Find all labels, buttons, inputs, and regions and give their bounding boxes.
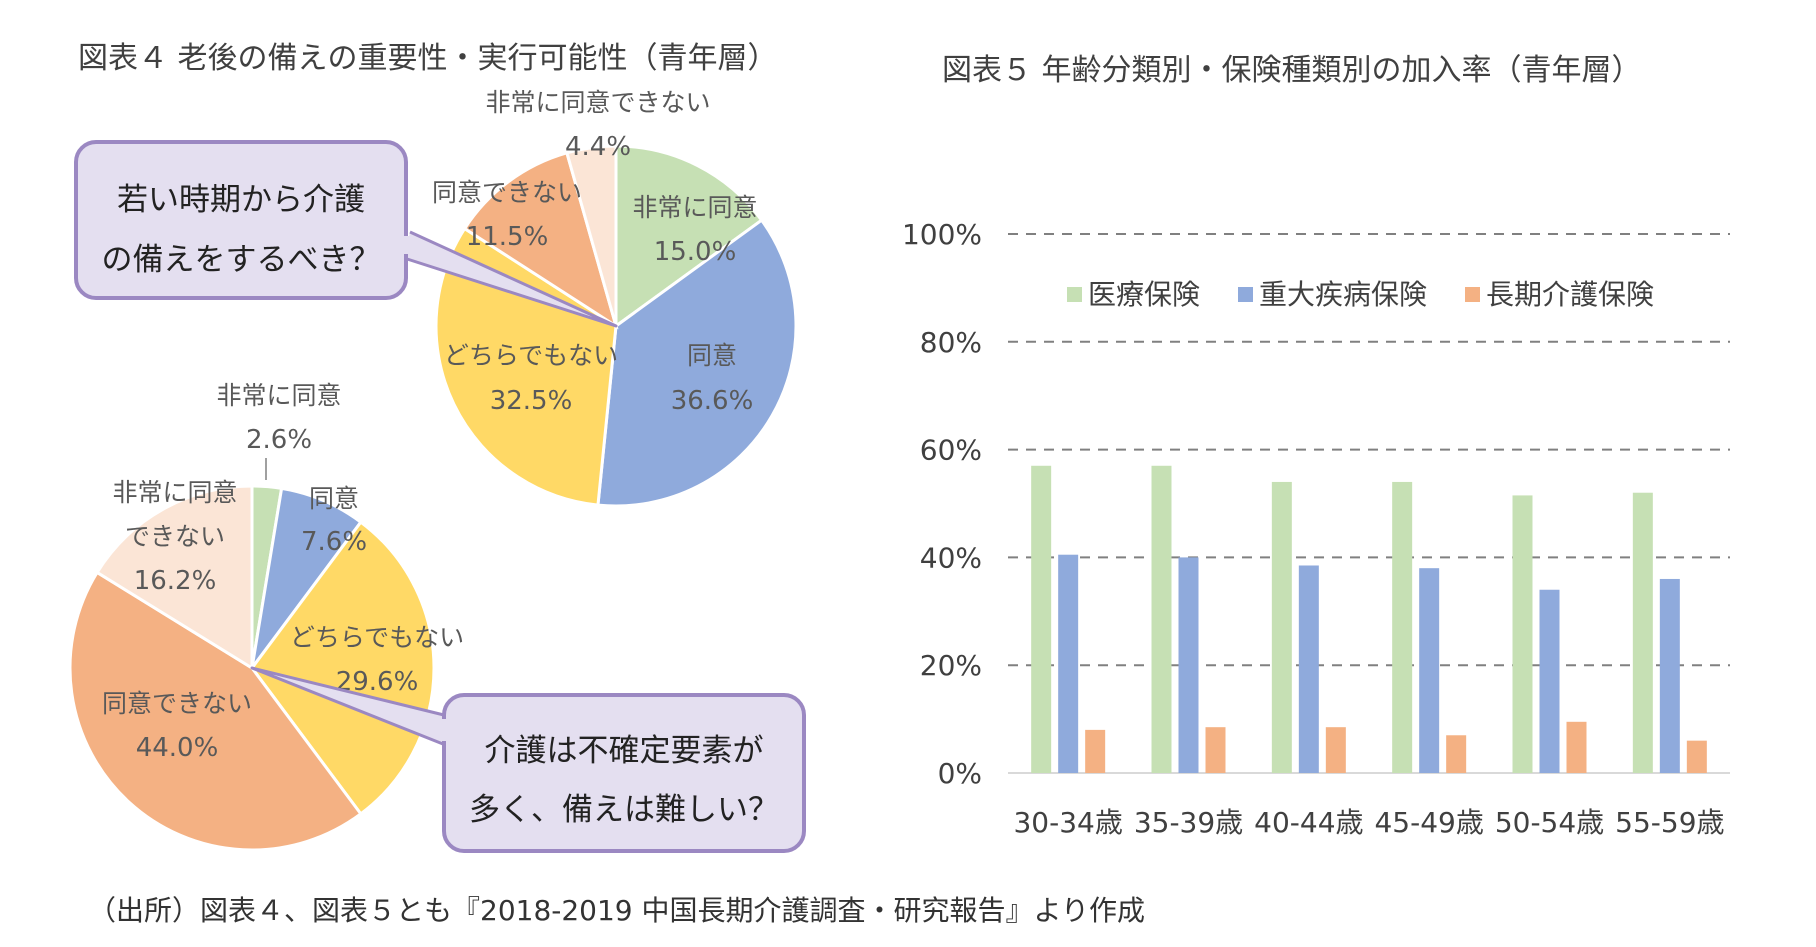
callout-bottom-joint bbox=[440, 719, 452, 741]
x-category-6: 55-59歳 bbox=[1615, 806, 1724, 839]
pie1-slice-1 bbox=[614, 144, 764, 329]
pie1-label-3: どちらでもない bbox=[444, 341, 618, 370]
y-tick-3: 60% bbox=[920, 434, 982, 467]
x-category-2: 35-39歳 bbox=[1134, 806, 1243, 839]
pie2-value-2: 7.6% bbox=[301, 527, 367, 557]
legend-label-3: 長期介護保険 bbox=[1486, 278, 1654, 311]
callout-top-pointer bbox=[403, 230, 618, 328]
bar-6-3 bbox=[1686, 740, 1707, 773]
y-tick-4: 80% bbox=[920, 326, 982, 359]
pie2-label-4: 同意できない bbox=[102, 689, 252, 718]
bar-2-1 bbox=[1151, 465, 1172, 773]
bar-6-1 bbox=[1632, 492, 1653, 773]
x-category-4: 45-49歳 bbox=[1374, 806, 1483, 839]
pie2-label-5a: 非常に同意 bbox=[112, 478, 237, 507]
x-category-3: 40-44歳 bbox=[1254, 806, 1363, 839]
callout-bottom-pointer bbox=[250, 666, 449, 748]
pie2-value-5: 16.2% bbox=[134, 566, 217, 596]
x-category-1: 30-34歳 bbox=[1013, 806, 1122, 839]
bar-1-3 bbox=[1085, 729, 1106, 773]
bar-1-2 bbox=[1058, 554, 1079, 773]
y-tick-5: 100% bbox=[902, 218, 982, 251]
pie-chart-top-labels: 非常に同意できない 4.4% 非常に同意 15.0% 同意できない 11.5% … bbox=[432, 88, 758, 416]
bar-chart-legend: 医療保険 重大疾病保険 長期介護保険 bbox=[1067, 278, 1654, 311]
legend-swatch-1 bbox=[1067, 287, 1082, 302]
bar-6-2 bbox=[1659, 578, 1680, 773]
callout-top-line-1: 若い時期から介護 bbox=[117, 182, 365, 218]
pie2-value-1: 2.6% bbox=[246, 425, 312, 455]
pie2-slice-3 bbox=[250, 520, 436, 816]
callout-top-joint bbox=[398, 236, 410, 254]
bar-chart-y-ticks: 0% 20% 40% 60% 80% 100% bbox=[902, 218, 982, 790]
pie1-value-2: 36.6% bbox=[671, 386, 754, 416]
bar-5-3 bbox=[1566, 721, 1587, 773]
bar-1-1 bbox=[1031, 465, 1052, 773]
callout-bottom-line-2: 多く、備えは難しい？ bbox=[469, 792, 779, 828]
pie2-label-3: どちらでもない bbox=[290, 623, 464, 652]
pie2-slice-5 bbox=[95, 484, 254, 671]
pie1-slice-2 bbox=[596, 218, 798, 508]
pie1-value-3: 32.5% bbox=[490, 386, 573, 416]
pie1-value-1: 15.0% bbox=[654, 237, 737, 267]
pie1-value-4: 11.5% bbox=[466, 222, 549, 252]
pie1-value-5: 4.4% bbox=[565, 132, 631, 162]
pie-chart-bottom bbox=[68, 484, 436, 852]
bar-chart-categories: 30-34歳 35-39歳 40-44歳 45-49歳 50-54歳 55-59歳 bbox=[1013, 806, 1724, 839]
legend-swatch-3 bbox=[1465, 287, 1480, 302]
fig5-title: 図表５ 年齢分類別・保険種類別の加入率（青年層） bbox=[942, 53, 1642, 88]
bar-chart-bars bbox=[1031, 465, 1707, 773]
pie2-label-5b: できない bbox=[125, 522, 225, 551]
pie2-value-4: 44.0% bbox=[136, 733, 219, 763]
pie2-label-1: 非常に同意 bbox=[216, 381, 341, 410]
callout-bottom-box bbox=[442, 693, 806, 853]
source-note: （出所）図表４、図表５とも『2018-2019 中国長期介護調査・研究報告』より… bbox=[88, 894, 1145, 927]
bar-chart-gridlines bbox=[1008, 233, 1730, 774]
y-tick-1: 20% bbox=[920, 649, 982, 682]
bar-3-2 bbox=[1298, 565, 1319, 773]
x-category-5: 50-54歳 bbox=[1495, 806, 1604, 839]
legend-label-1: 医療保険 bbox=[1088, 278, 1200, 311]
bar-2-2 bbox=[1178, 557, 1199, 773]
pie-chart-bottom-labels: 非常に同意 2.6% 同意 7.6% 非常に同意 できない 16.2% どちらで… bbox=[102, 381, 464, 763]
legend-label-2: 重大疾病保険 bbox=[1259, 278, 1427, 311]
callout-bottom-line-1: 介護は不確定要素が bbox=[485, 733, 764, 769]
bar-3-1 bbox=[1271, 481, 1292, 773]
callout-top-line-2: の備えをするべき？ bbox=[102, 242, 381, 278]
bar-3-3 bbox=[1325, 727, 1346, 773]
pie2-label-2: 同意 bbox=[309, 484, 359, 513]
fig4-title: 図表４ 老後の備えの重要性・実行可能性（青年層） bbox=[78, 41, 778, 76]
bar-5-2 bbox=[1539, 589, 1560, 773]
pie1-label-5: 非常に同意できない bbox=[485, 88, 710, 117]
pie-chart-top bbox=[434, 144, 798, 508]
bar-4-1 bbox=[1392, 481, 1413, 773]
pie1-label-4: 同意できない bbox=[432, 178, 582, 207]
bar-4-3 bbox=[1446, 735, 1467, 773]
y-tick-2: 40% bbox=[920, 541, 982, 574]
pie2-slice-4 bbox=[68, 570, 363, 852]
pie1-label-1: 非常に同意 bbox=[632, 193, 757, 222]
callout-top-box bbox=[74, 140, 408, 300]
callout-bottom: 介護は不確定要素が 多く、備えは難しい？ bbox=[250, 666, 806, 853]
bar-4-2 bbox=[1419, 568, 1440, 773]
y-tick-0: 0% bbox=[938, 757, 982, 790]
legend-swatch-2 bbox=[1238, 287, 1253, 302]
bar-5-1 bbox=[1512, 495, 1533, 773]
pie1-label-2: 同意 bbox=[687, 341, 737, 370]
bar-2-3 bbox=[1205, 727, 1226, 773]
callout-top: 若い時期から介護 の備えをするべき？ bbox=[74, 140, 618, 328]
pie1-slice-5 bbox=[565, 144, 618, 327]
